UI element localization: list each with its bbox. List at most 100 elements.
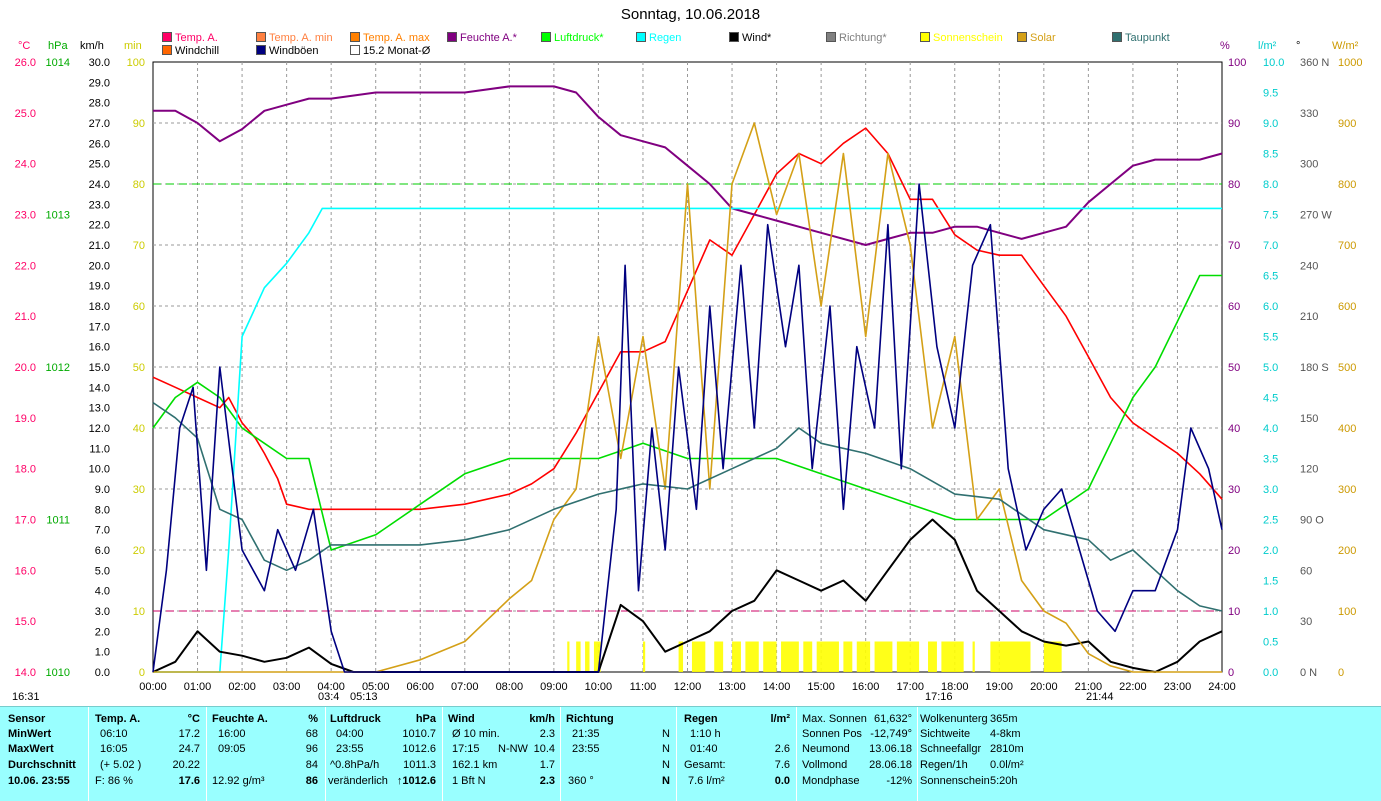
panel-cell: 360 °	[568, 775, 594, 787]
sunshine-block	[1043, 641, 1062, 672]
y-tick-kmh: 7.0	[95, 525, 110, 537]
panel-cell: MaxWert	[8, 743, 54, 755]
y-tick-temp: 17.0	[15, 515, 36, 527]
y-tick-temp: 24.0	[15, 159, 36, 171]
panel-cell: ↑1012.6	[396, 775, 436, 787]
axis-head-deg: °	[1296, 40, 1301, 52]
panel-cell: Sonnenschein	[920, 775, 990, 787]
series-line	[152, 127, 1223, 511]
axis-head-hpa: hPa	[48, 40, 68, 52]
y-tick-deg: 300	[1300, 159, 1318, 171]
sun-marker-label: 17:16	[925, 691, 953, 703]
sunshine-block	[816, 641, 839, 672]
panel-separator	[917, 707, 918, 801]
y-tick-deg: 240	[1300, 260, 1318, 272]
panel-cell: 2.6	[774, 743, 790, 755]
panel-cell: 17.6	[178, 775, 200, 787]
y-tick-kmh: 23.0	[89, 199, 110, 211]
y-tick-kmh: 4.0	[95, 586, 110, 598]
y-tick-wm2: 500	[1338, 362, 1356, 374]
panel-cell: 20.22	[172, 759, 200, 771]
y-tick-kmh: 28.0	[89, 98, 110, 110]
y-tick-pct: 80	[1228, 179, 1240, 191]
panel-cell: veränderlich	[328, 775, 388, 787]
axis-head-lm2: l/m²	[1258, 40, 1277, 52]
y-tick-lm2: 3.0	[1263, 484, 1278, 496]
panel-cell: 7.6 l/m²	[688, 775, 725, 787]
panel-cell: 4-8km	[990, 728, 1021, 740]
panel-cell: 2.3	[539, 775, 555, 787]
panel-cell: l/m²	[770, 713, 790, 725]
y-tick-wm2: 100	[1338, 606, 1356, 618]
y-tick-deg: 330	[1300, 108, 1318, 120]
y-tick-kmh: 14.0	[89, 382, 110, 394]
panel-cell: N	[662, 775, 670, 787]
panel-cell: 2.3	[539, 728, 555, 740]
y-tick-wm2: 800	[1338, 179, 1356, 191]
sunshine-block	[576, 641, 581, 672]
y-tick-lm2: 10.0	[1263, 57, 1284, 69]
y-tick-min: 90	[133, 118, 145, 130]
x-tick-label: 05:00	[362, 681, 390, 693]
panel-cell: 16:05	[100, 743, 128, 755]
y-tick-lm2: 5.0	[1263, 362, 1278, 374]
chart-canvas: 00:00 01:00 02:00 03:00 04:00 05:00 06:00 07:00…	[12, 57, 1362, 703]
legend-entry: Temp. A. max	[350, 32, 430, 44]
y-tick-hpa: 1011	[46, 515, 70, 527]
y-tick-lm2: 2.5	[1263, 515, 1278, 527]
y-tick-temp: 22.0	[15, 260, 36, 272]
legend-entry: Regen	[636, 32, 681, 44]
sunshine-block	[567, 641, 570, 672]
y-tick-lm2: 6.5	[1263, 271, 1278, 283]
y-tick-pct: 60	[1228, 301, 1240, 313]
panel-cell: Temp. A.	[95, 713, 141, 725]
panel-cell: Durchschnitt	[8, 759, 76, 771]
y-tick-lm2: 0.0	[1263, 667, 1278, 679]
y-tick-kmh: 12.0	[89, 423, 110, 435]
panel-separator	[206, 707, 207, 801]
panel-separator	[796, 707, 797, 801]
panel-separator	[442, 707, 443, 801]
sunshine-block	[678, 641, 684, 672]
sunshine-block	[585, 641, 590, 672]
y-tick-temp: 14.0	[15, 667, 36, 679]
panel-cell: 162.1 km	[452, 759, 498, 771]
y-tick-kmh: 2.0	[95, 626, 110, 638]
y-tick-temp: 26.0	[15, 57, 36, 69]
panel-cell: 1012.6	[402, 743, 436, 755]
panel-cell: Sichtweite	[920, 728, 971, 740]
panel-cell: Vollmond	[802, 759, 848, 771]
y-tick-deg: 210	[1300, 311, 1318, 323]
y-tick-min: 50	[133, 362, 145, 374]
x-tick-label: 08:00	[496, 681, 524, 693]
panel-cell: MinWert	[8, 728, 52, 740]
y-tick-lm2: 4.0	[1263, 423, 1278, 435]
y-tick-pct: 50	[1228, 362, 1240, 374]
panel-separator	[325, 707, 326, 801]
sunshine-block	[856, 641, 871, 672]
panel-cell: 16:00	[218, 728, 246, 740]
y-tick-min: 100	[127, 57, 145, 69]
y-tick-kmh: 11.0	[89, 443, 110, 455]
y-tick-lm2: 0.5	[1263, 637, 1278, 649]
y-tick-kmh: 19.0	[89, 281, 110, 293]
panel-cell: 68	[305, 728, 318, 740]
panel-cell: Gesamt:	[684, 759, 726, 771]
x-tick-label: 15:00	[807, 681, 835, 693]
y-tick-temp: 16.0	[15, 565, 36, 577]
x-tick-label: 14:00	[763, 681, 791, 693]
y-tick-lm2: 7.5	[1263, 210, 1278, 222]
y-tick-kmh: 13.0	[89, 403, 110, 415]
y-tick-kmh: 20.0	[89, 260, 110, 272]
panel-cell: hPa	[415, 713, 436, 725]
series-line	[153, 122, 1222, 673]
axis-head-kmh: km/h	[80, 40, 104, 52]
panel-cell: 1:10 h	[690, 728, 721, 740]
y-tick-wm2: 400	[1338, 423, 1356, 435]
series-line	[152, 401, 1223, 612]
sunshine-block	[874, 641, 893, 672]
y-tick-lm2: 8.0	[1263, 179, 1278, 191]
y-tick-hpa: 1012	[46, 362, 70, 374]
y-tick-kmh: 1.0	[95, 647, 110, 659]
panel-separator	[88, 707, 89, 801]
